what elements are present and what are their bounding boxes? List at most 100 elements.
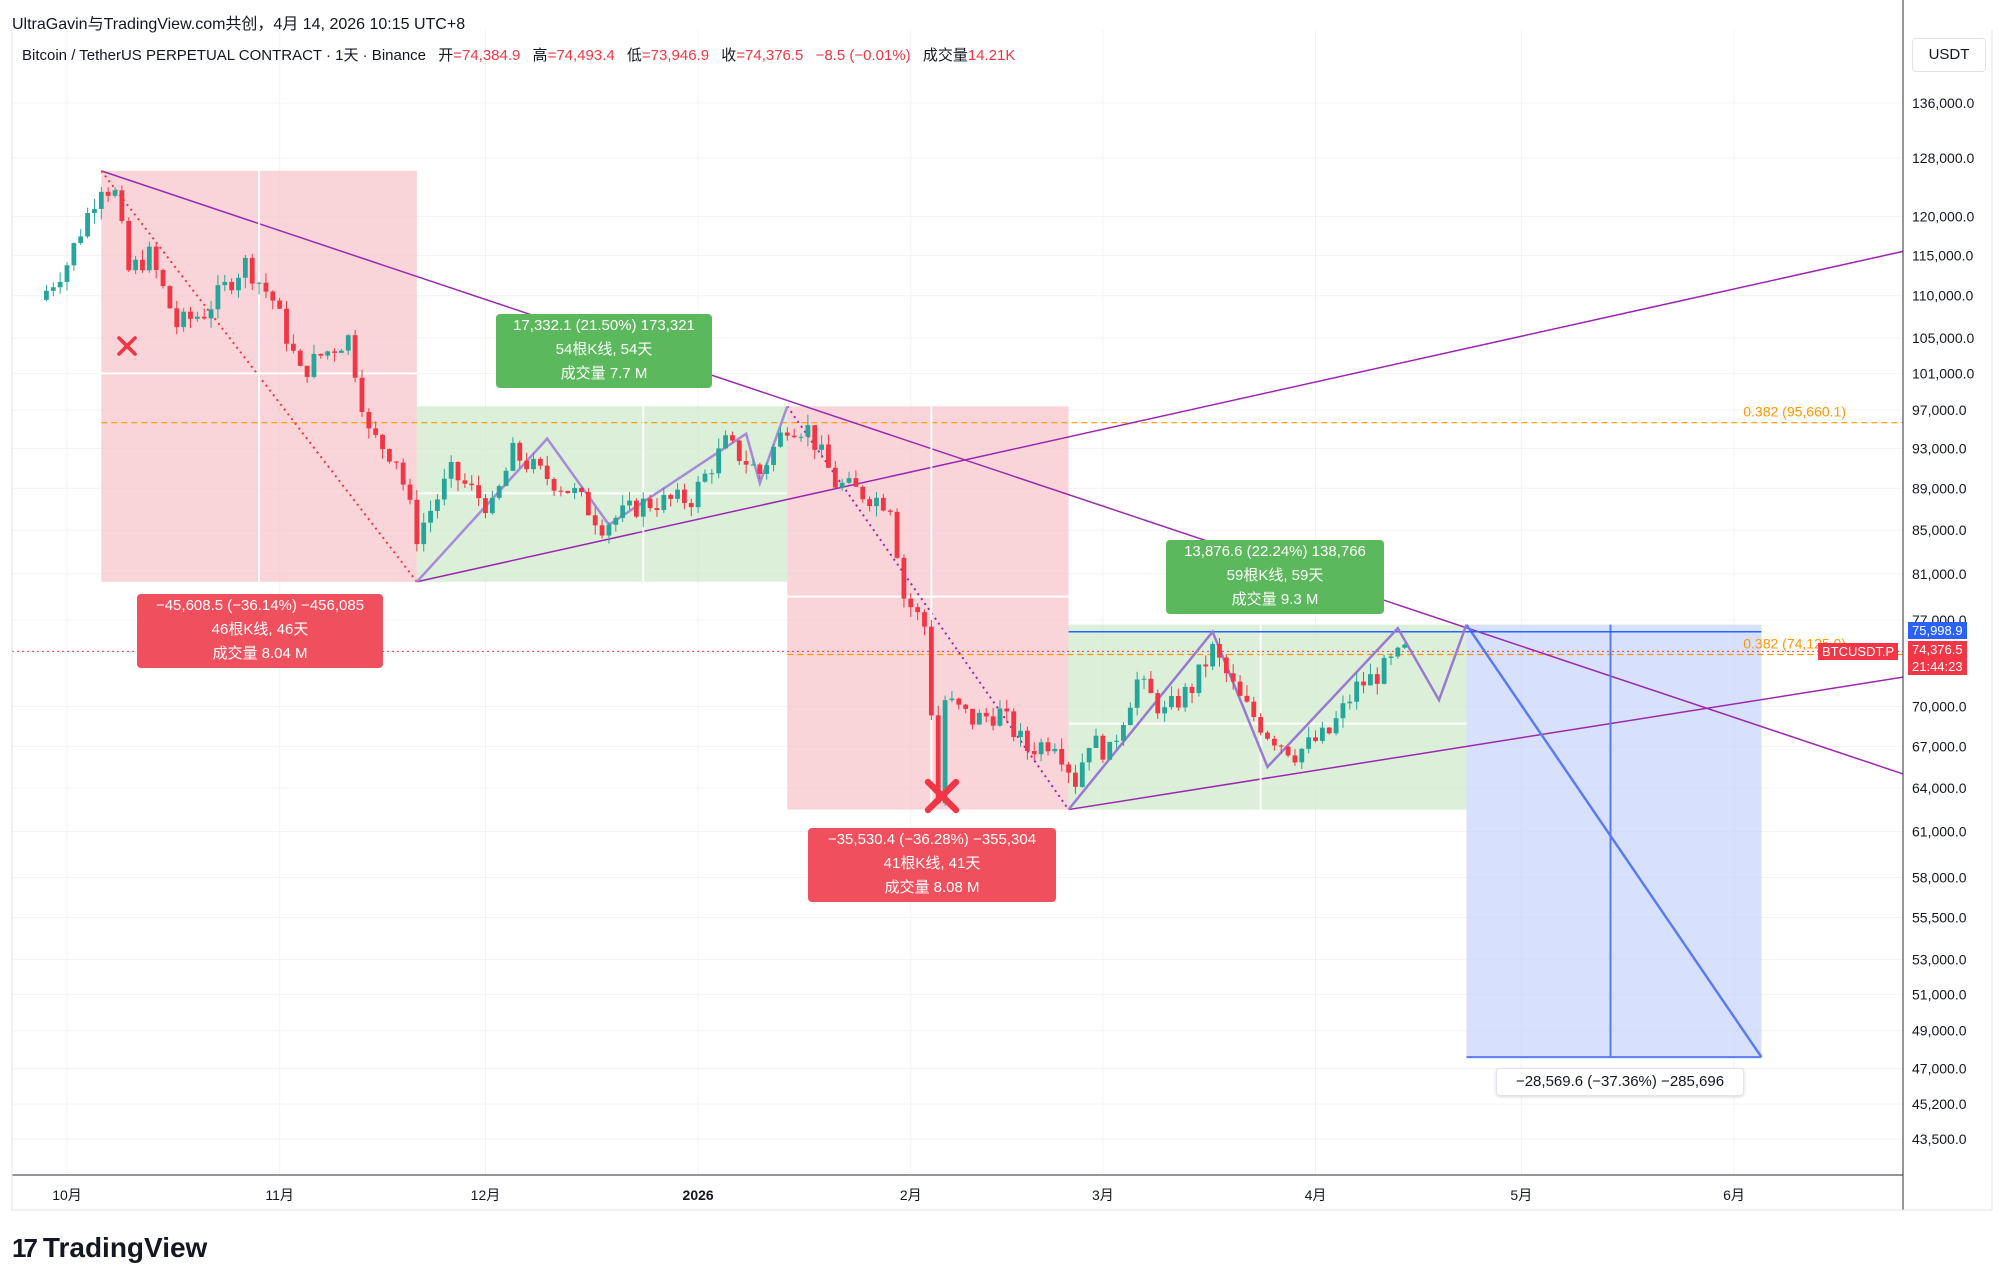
candle-body xyxy=(633,500,639,517)
price-tick-label: 49,000.0 xyxy=(1912,1023,1967,1039)
candle-body xyxy=(1114,740,1119,742)
candle-body xyxy=(366,411,372,429)
candle-body xyxy=(1402,644,1408,648)
candle-body xyxy=(1217,644,1222,658)
candle-body xyxy=(764,464,770,474)
candle-body xyxy=(716,448,722,474)
candle-body xyxy=(57,281,63,288)
currency-button[interactable]: USDT xyxy=(1912,38,1986,72)
price-tag-last: 74,376.5 xyxy=(1908,641,1967,658)
candle-body xyxy=(201,316,207,319)
candle-body xyxy=(970,708,975,725)
candle-body xyxy=(1210,644,1216,667)
price-tick-label: 67,000.0 xyxy=(1912,738,1967,754)
price-tick-label: 115,000.0 xyxy=(1912,247,1973,263)
candle-body xyxy=(92,208,97,214)
high-value: =74,493.4 xyxy=(547,47,615,64)
candle-body xyxy=(119,190,125,221)
candle-body xyxy=(826,444,831,468)
candle-body xyxy=(1223,657,1229,674)
price-tag-countdown: 21:44:23 xyxy=(1908,658,1967,675)
candle-body xyxy=(1313,737,1318,741)
candle-body xyxy=(620,505,626,518)
candle-body xyxy=(1237,681,1243,696)
candle-body xyxy=(867,499,873,507)
candle-body xyxy=(1121,725,1126,741)
price-tick-label: 70,000.0 xyxy=(1912,699,1967,715)
rise2-change: 13,876.6 (22.24%) 138,766 xyxy=(1184,543,1366,560)
candle-body xyxy=(160,269,166,287)
candle-body xyxy=(1182,686,1188,708)
candle-body xyxy=(380,434,385,450)
drop2-change: −35,530.4 (−36.28%) −355,304 xyxy=(827,831,1037,848)
candle-body xyxy=(730,435,735,441)
candle-body xyxy=(1381,657,1387,684)
candle-body xyxy=(284,308,289,344)
candle-body xyxy=(1265,732,1270,739)
candle-body xyxy=(915,607,921,613)
candle-body xyxy=(675,489,680,499)
candle-body xyxy=(133,259,138,271)
tradingview-brand[interactable]: 17 TradingView xyxy=(12,1232,207,1264)
candle-body xyxy=(1169,695,1174,708)
price-tick-label: 51,000.0 xyxy=(1912,986,1967,1002)
candle-body xyxy=(743,461,749,465)
price-tick-label: 110,000.0 xyxy=(1912,288,1973,304)
price-tick-label: 81,000.0 xyxy=(1912,566,1967,582)
candle-body xyxy=(1018,730,1023,738)
candle-body xyxy=(1079,762,1085,787)
candle-body xyxy=(105,191,111,196)
drop2-bars: 41根K线, 41天 xyxy=(883,855,981,872)
candle-body xyxy=(98,191,104,209)
candle-body xyxy=(311,353,317,377)
candle-body xyxy=(805,425,811,437)
candle-body xyxy=(1333,718,1339,734)
measure-label-projection: −28,569.6 (−37.36%) −285,696 xyxy=(1496,1068,1744,1096)
candle-body xyxy=(1052,748,1058,752)
rise1-volume: 成交量 7.7 M xyxy=(560,365,648,382)
candle-body xyxy=(1292,755,1298,763)
candle-body xyxy=(668,494,674,499)
candle-body xyxy=(387,449,392,462)
candle-body xyxy=(1134,679,1140,708)
candle-body xyxy=(874,497,879,507)
measure-label-drop2: −35,530.4 (−36.28%) −355,304 41根K线, 41天 … xyxy=(808,828,1056,902)
candle-body xyxy=(976,712,982,725)
candle-body xyxy=(1073,772,1078,787)
candle-body xyxy=(126,220,132,271)
candle-body xyxy=(1196,664,1202,693)
candle-body xyxy=(332,351,337,353)
candle-body xyxy=(784,432,790,436)
candle-body xyxy=(455,462,461,481)
volume-label: 成交量 xyxy=(922,47,968,64)
candle-body xyxy=(85,213,90,237)
candle-body xyxy=(592,515,598,526)
candle-body xyxy=(579,487,584,493)
candle-body xyxy=(846,478,852,483)
candle-body xyxy=(263,282,269,292)
symbol-name: Bitcoin / TetherUS PERPETUAL CONTRACT · … xyxy=(22,47,427,64)
candle-body xyxy=(1395,647,1401,657)
chart-header-title: UltraGavin与TradingView.com共创，4月 14, 2026… xyxy=(12,16,466,33)
candle-body xyxy=(1059,748,1065,765)
candle-body xyxy=(215,285,221,310)
price-tick-label: 43,500.0 xyxy=(1912,1131,1967,1147)
projection-path xyxy=(1465,623,1763,1058)
candle-body xyxy=(1100,735,1106,760)
candle-body xyxy=(1244,695,1250,702)
candle-body xyxy=(839,482,845,488)
candle-body xyxy=(476,485,481,499)
candle-body xyxy=(723,435,728,449)
price-tag-blue: 75,998.9 xyxy=(1908,622,1967,639)
candle-body xyxy=(1141,678,1147,680)
candle-body xyxy=(1361,681,1366,686)
high-label: 高 xyxy=(532,47,548,64)
rise1-change: 17,332.1 (21.50%) 173,321 xyxy=(513,317,695,334)
candle-body xyxy=(407,484,413,500)
cross-marker-small-b xyxy=(117,336,137,356)
candles xyxy=(44,185,1408,806)
candle-body xyxy=(627,500,632,506)
candle-body xyxy=(654,508,660,511)
candle-body xyxy=(901,557,907,599)
